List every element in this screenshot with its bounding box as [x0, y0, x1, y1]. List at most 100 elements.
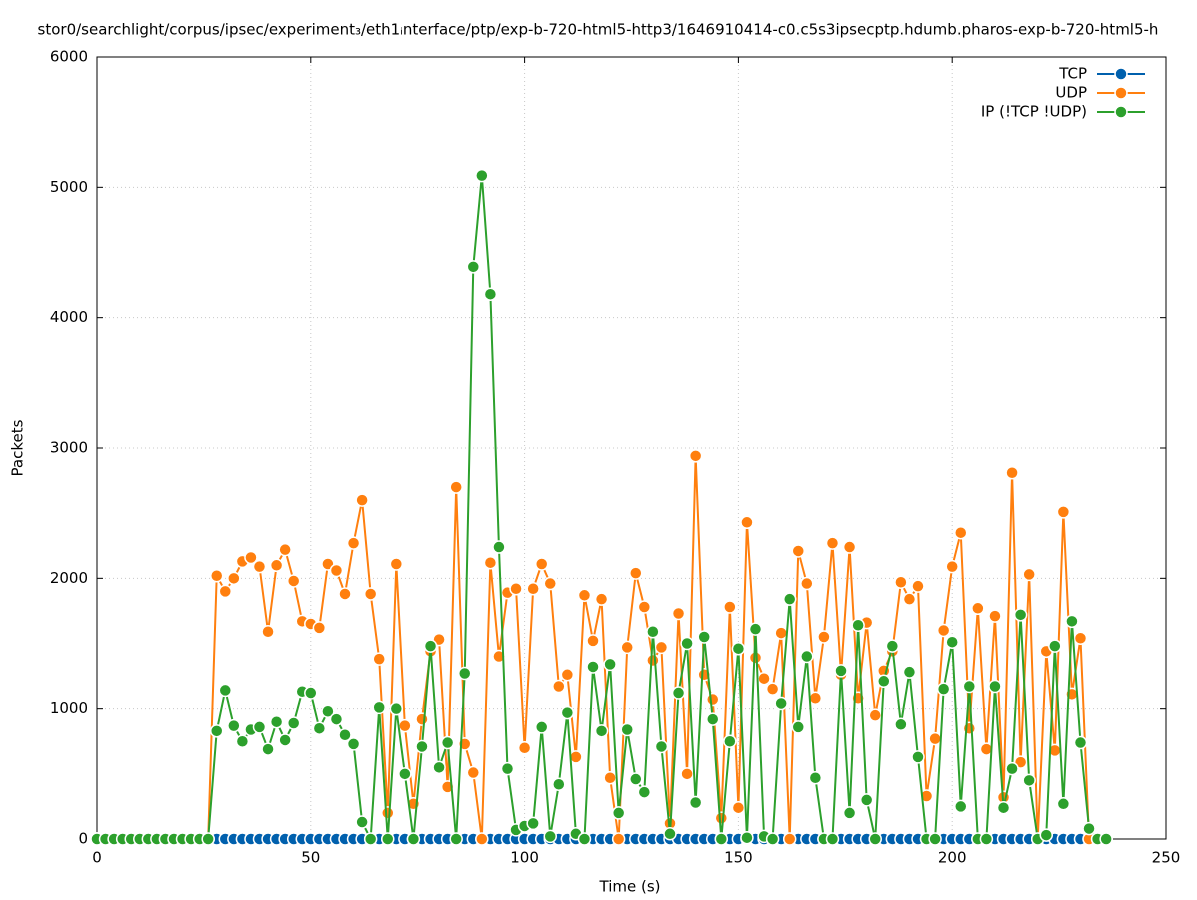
data-point [765, 832, 780, 846]
data-point [629, 772, 643, 786]
data-point [1039, 828, 1054, 842]
data-point [432, 760, 446, 775]
data-point [235, 734, 250, 748]
x-tick-label: 100 [510, 849, 539, 867]
data-point [971, 601, 985, 616]
data-point [1005, 761, 1019, 776]
data-point [355, 815, 369, 829]
data-point [936, 682, 951, 696]
data-point [697, 630, 711, 644]
data-point [637, 785, 652, 799]
data-point [740, 830, 754, 845]
legend-marker [1114, 105, 1128, 119]
series [90, 168, 1113, 846]
data-point [654, 640, 669, 655]
data-point [201, 832, 215, 846]
data-point [757, 671, 771, 686]
data-point [945, 635, 959, 649]
x-tick-label: 250 [1152, 849, 1181, 867]
data-point [1073, 631, 1088, 646]
data-point [304, 686, 318, 700]
data-point [466, 765, 481, 780]
x-axis-label: Time (s) [599, 878, 661, 896]
data-point [415, 712, 429, 726]
data-point [363, 832, 378, 846]
data-point [603, 657, 617, 672]
data-point [1056, 797, 1071, 811]
data-point [338, 587, 352, 601]
y-axis-label: Packets [9, 419, 27, 476]
data-point [552, 777, 566, 792]
legend-marker [1114, 67, 1128, 81]
data-point [800, 576, 814, 591]
data-point [209, 724, 224, 738]
data-point [629, 566, 643, 580]
data-point [1005, 466, 1019, 480]
data-point [338, 727, 352, 742]
data-point [936, 623, 951, 638]
data-point [227, 571, 241, 586]
data-point [440, 735, 455, 750]
data-point [705, 712, 720, 726]
data-point [825, 536, 840, 550]
data-point [586, 634, 600, 648]
data-point [731, 800, 746, 815]
data-point [312, 621, 327, 635]
data-point [398, 767, 412, 781]
data-point [825, 832, 840, 846]
data-point [954, 525, 968, 540]
data-point [688, 795, 703, 810]
data-point [688, 449, 703, 463]
data-point [329, 563, 344, 578]
data-point [423, 639, 438, 653]
data-point [817, 630, 831, 644]
data-point [227, 718, 241, 733]
data-point [774, 696, 788, 711]
data-point [594, 592, 609, 606]
legend-label: IP (!TCP !UDP) [981, 103, 1087, 121]
data-point [988, 679, 1002, 694]
x-tick-label: 200 [938, 849, 967, 867]
data-point [492, 649, 506, 664]
data-point [894, 717, 908, 732]
data-point [526, 582, 540, 596]
data-point [475, 168, 489, 183]
data-point [500, 761, 515, 776]
legend-label: TCP [1058, 65, 1087, 83]
data-point [586, 660, 600, 674]
data-point [782, 832, 797, 846]
data-point [646, 625, 660, 639]
data-point [261, 625, 275, 639]
y-tick-label: 6000 [50, 48, 88, 66]
data-point [278, 733, 292, 747]
data-point [1013, 608, 1028, 622]
data-point [389, 557, 404, 571]
data-point [509, 582, 523, 596]
data-point [611, 832, 626, 846]
data-point [594, 724, 609, 738]
series [90, 832, 1113, 846]
data-point [381, 806, 395, 820]
data-point [842, 540, 857, 554]
data-point [663, 827, 677, 841]
data-point [517, 741, 532, 755]
data-point [928, 731, 942, 746]
data-point [680, 636, 694, 651]
data-point [962, 679, 977, 694]
data-point [731, 641, 746, 656]
data-point [919, 789, 934, 803]
data-point [1073, 735, 1088, 750]
data-point [483, 555, 498, 570]
data-point [252, 720, 267, 734]
data-point [269, 714, 284, 729]
data-point [261, 742, 275, 756]
data-point [218, 683, 233, 698]
y-tick-label: 0 [78, 830, 88, 848]
data-point [577, 588, 592, 603]
data-point [483, 287, 498, 301]
data-point [355, 493, 369, 507]
data-point [1065, 614, 1079, 629]
data-point [278, 542, 292, 557]
data-point [928, 832, 942, 846]
data-point [329, 712, 344, 726]
